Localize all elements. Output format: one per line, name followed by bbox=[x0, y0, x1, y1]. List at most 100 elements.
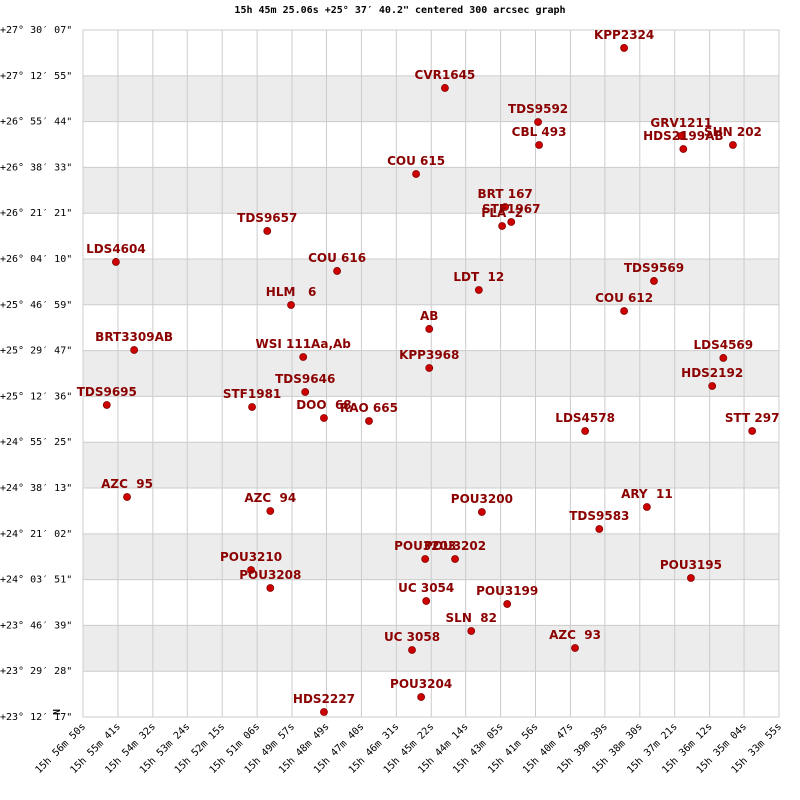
star-point bbox=[102, 401, 111, 409]
y-tick-label: +23° 29′ 28" bbox=[0, 666, 72, 677]
star-point bbox=[477, 508, 486, 516]
star-point bbox=[441, 84, 449, 92]
star-point bbox=[581, 427, 590, 435]
y-tick-label: +26° 21′ 21" bbox=[0, 208, 72, 219]
star-point bbox=[425, 325, 434, 333]
star-label: KPP2324 bbox=[594, 28, 654, 42]
star-point bbox=[748, 427, 757, 435]
star-label: UC 3058 bbox=[384, 630, 440, 644]
star-point bbox=[421, 555, 430, 563]
y-tick-label: +26° 04′ 10" bbox=[0, 254, 72, 265]
star-label: TDS9583 bbox=[569, 509, 629, 523]
star-label: POU3199 bbox=[476, 584, 538, 598]
star-point bbox=[708, 382, 717, 390]
y-tick-label: +25° 12′ 36" bbox=[0, 391, 72, 402]
star-point bbox=[650, 277, 658, 285]
star-label: AZC 93 bbox=[549, 628, 601, 642]
star-point bbox=[719, 354, 728, 362]
star-label: GRV1211 bbox=[650, 116, 712, 130]
star-point bbox=[620, 44, 629, 52]
star-point bbox=[535, 141, 543, 149]
star-point bbox=[408, 646, 416, 654]
star-point bbox=[299, 353, 308, 361]
star-point bbox=[620, 307, 629, 315]
star-point bbox=[112, 258, 120, 266]
star-label: HLM 6 bbox=[266, 285, 317, 299]
star-point bbox=[412, 170, 420, 178]
star-label: HDS2227 bbox=[293, 692, 355, 706]
star-label: STT 297 bbox=[725, 411, 780, 425]
star-point bbox=[498, 222, 507, 230]
star-label: COU 616 bbox=[308, 251, 366, 265]
star-label: AZC 94 bbox=[244, 491, 296, 505]
star-point bbox=[320, 708, 328, 716]
star-point bbox=[263, 227, 272, 235]
star-label: HDS2192 bbox=[681, 366, 743, 380]
y-tick-label: +25° 46′ 59" bbox=[0, 300, 72, 311]
plot-frame bbox=[82, 29, 780, 718]
chart-title: 15h 45m 25.06s +25° 37′ 40.2" centered 3… bbox=[234, 5, 565, 16]
y-tick-label: +24° 21′ 02" bbox=[0, 529, 72, 540]
y-tick-label: +23° 46′ 39" bbox=[0, 620, 72, 631]
star-point bbox=[365, 417, 373, 425]
star-point bbox=[301, 388, 310, 396]
star-label: POU3204 bbox=[390, 677, 452, 691]
star-label: DOO 68 bbox=[296, 398, 351, 412]
y-tick-label: +27° 12′ 55" bbox=[0, 71, 72, 82]
star-label: STF1967 bbox=[482, 202, 540, 216]
star-point bbox=[333, 267, 342, 275]
y-tick-label: +24° 03′ 51" bbox=[0, 575, 72, 586]
star-point bbox=[247, 566, 255, 574]
star-label: CBL 493 bbox=[512, 125, 567, 139]
star-label: LDT 12 bbox=[453, 270, 504, 284]
star-label: RAO 665 bbox=[340, 401, 398, 415]
star-label: TDS9646 bbox=[275, 372, 335, 386]
star-label: CVR1645 bbox=[415, 68, 476, 82]
star-label: FLA 2 bbox=[481, 206, 523, 220]
compass: N bbox=[52, 709, 63, 715]
star-point bbox=[451, 555, 459, 563]
star-point bbox=[287, 301, 295, 309]
star-point bbox=[501, 203, 510, 211]
star-label: BRT3309AB bbox=[95, 330, 173, 344]
star-point bbox=[534, 118, 542, 126]
star-point bbox=[467, 627, 476, 635]
y-tick-label: +23° 12′ 17" bbox=[0, 712, 72, 723]
star-point bbox=[679, 145, 688, 153]
star-label: WSI 111Aa,Ab bbox=[255, 337, 351, 351]
y-tick-label: +25° 29′ 47" bbox=[0, 346, 72, 357]
star-label: HDS2199AB bbox=[643, 129, 723, 143]
star-label: POU3195 bbox=[660, 558, 722, 572]
star-point bbox=[320, 414, 328, 422]
star-point bbox=[729, 141, 737, 149]
star-label: SLN 82 bbox=[446, 611, 497, 625]
y-tick-label: +24° 55′ 25" bbox=[0, 437, 72, 448]
y-tick-label: +26° 38′ 33" bbox=[0, 162, 72, 173]
star-point bbox=[422, 597, 431, 605]
star-label: LDS4569 bbox=[693, 338, 753, 352]
star-point bbox=[266, 507, 275, 515]
y-tick-label: +27° 30′ 07" bbox=[0, 25, 72, 36]
star-point bbox=[507, 218, 516, 226]
star-label: POU3203 bbox=[394, 539, 456, 553]
star-point bbox=[677, 132, 686, 140]
star-label: STF1981 bbox=[223, 387, 281, 401]
star-label: TDS9569 bbox=[624, 261, 684, 275]
star-point bbox=[123, 493, 131, 501]
star-label: COU 612 bbox=[595, 291, 653, 305]
star-point bbox=[248, 403, 256, 411]
star-label: TDS9592 bbox=[508, 102, 568, 116]
star-point bbox=[595, 525, 604, 533]
star-label: TDS9695 bbox=[77, 385, 137, 399]
star-label: ARY 11 bbox=[621, 487, 673, 501]
star-label: SHN 202 bbox=[704, 125, 762, 139]
star-label: POU3200 bbox=[451, 492, 513, 506]
star-point bbox=[474, 286, 483, 294]
star-point bbox=[503, 600, 512, 608]
star-label: AB bbox=[420, 309, 438, 323]
star-label: KPP3968 bbox=[399, 348, 459, 362]
star-label: COU 615 bbox=[387, 154, 445, 168]
star-point bbox=[425, 364, 434, 372]
y-tick-label: +26° 55′ 44" bbox=[0, 117, 72, 128]
